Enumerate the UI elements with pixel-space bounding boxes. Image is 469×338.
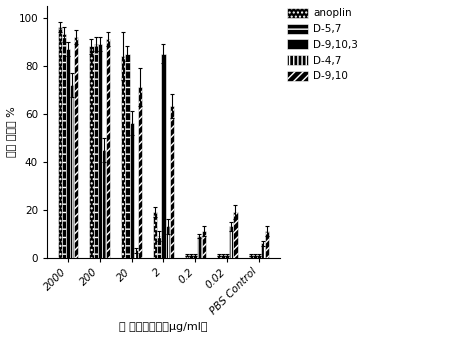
Bar [62, 34, 66, 258]
Bar [221, 255, 225, 258]
Bar [202, 231, 206, 258]
Bar [225, 255, 229, 258]
Bar [58, 27, 62, 258]
Bar [157, 236, 161, 258]
Bar [66, 49, 70, 258]
Bar [261, 243, 265, 258]
Bar [138, 87, 142, 258]
Bar [257, 255, 261, 258]
Bar [185, 255, 189, 258]
Bar [249, 255, 253, 258]
Bar [217, 255, 221, 258]
Bar [125, 53, 129, 258]
Bar [265, 231, 269, 258]
Bar [166, 226, 170, 258]
Legend: anoplin, D-5,7, D-9,10,3, D-4,7, D-9,10: anoplin, D-5,7, D-9,10,3, D-4,7, D-9,10 [285, 6, 360, 83]
Bar [70, 85, 74, 258]
Bar [121, 56, 125, 258]
Bar [170, 106, 174, 258]
Y-axis label: 细胞 存活率 %: 细胞 存活率 % [6, 106, 15, 157]
Bar [234, 212, 237, 258]
Bar [153, 212, 157, 258]
Bar [197, 236, 202, 258]
Bar [74, 37, 78, 258]
Bar [90, 46, 94, 258]
Bar [193, 255, 197, 258]
Bar [129, 123, 134, 258]
X-axis label: 麼 蛋白酶浓度（μg/ml）: 麼 蛋白酶浓度（μg/ml） [119, 322, 208, 333]
Bar [253, 255, 257, 258]
Bar [106, 39, 110, 258]
Bar [189, 255, 193, 258]
Bar [229, 226, 234, 258]
Bar [102, 149, 106, 258]
Bar [134, 250, 138, 258]
Bar [98, 44, 102, 258]
Bar [161, 53, 166, 258]
Bar [94, 44, 98, 258]
